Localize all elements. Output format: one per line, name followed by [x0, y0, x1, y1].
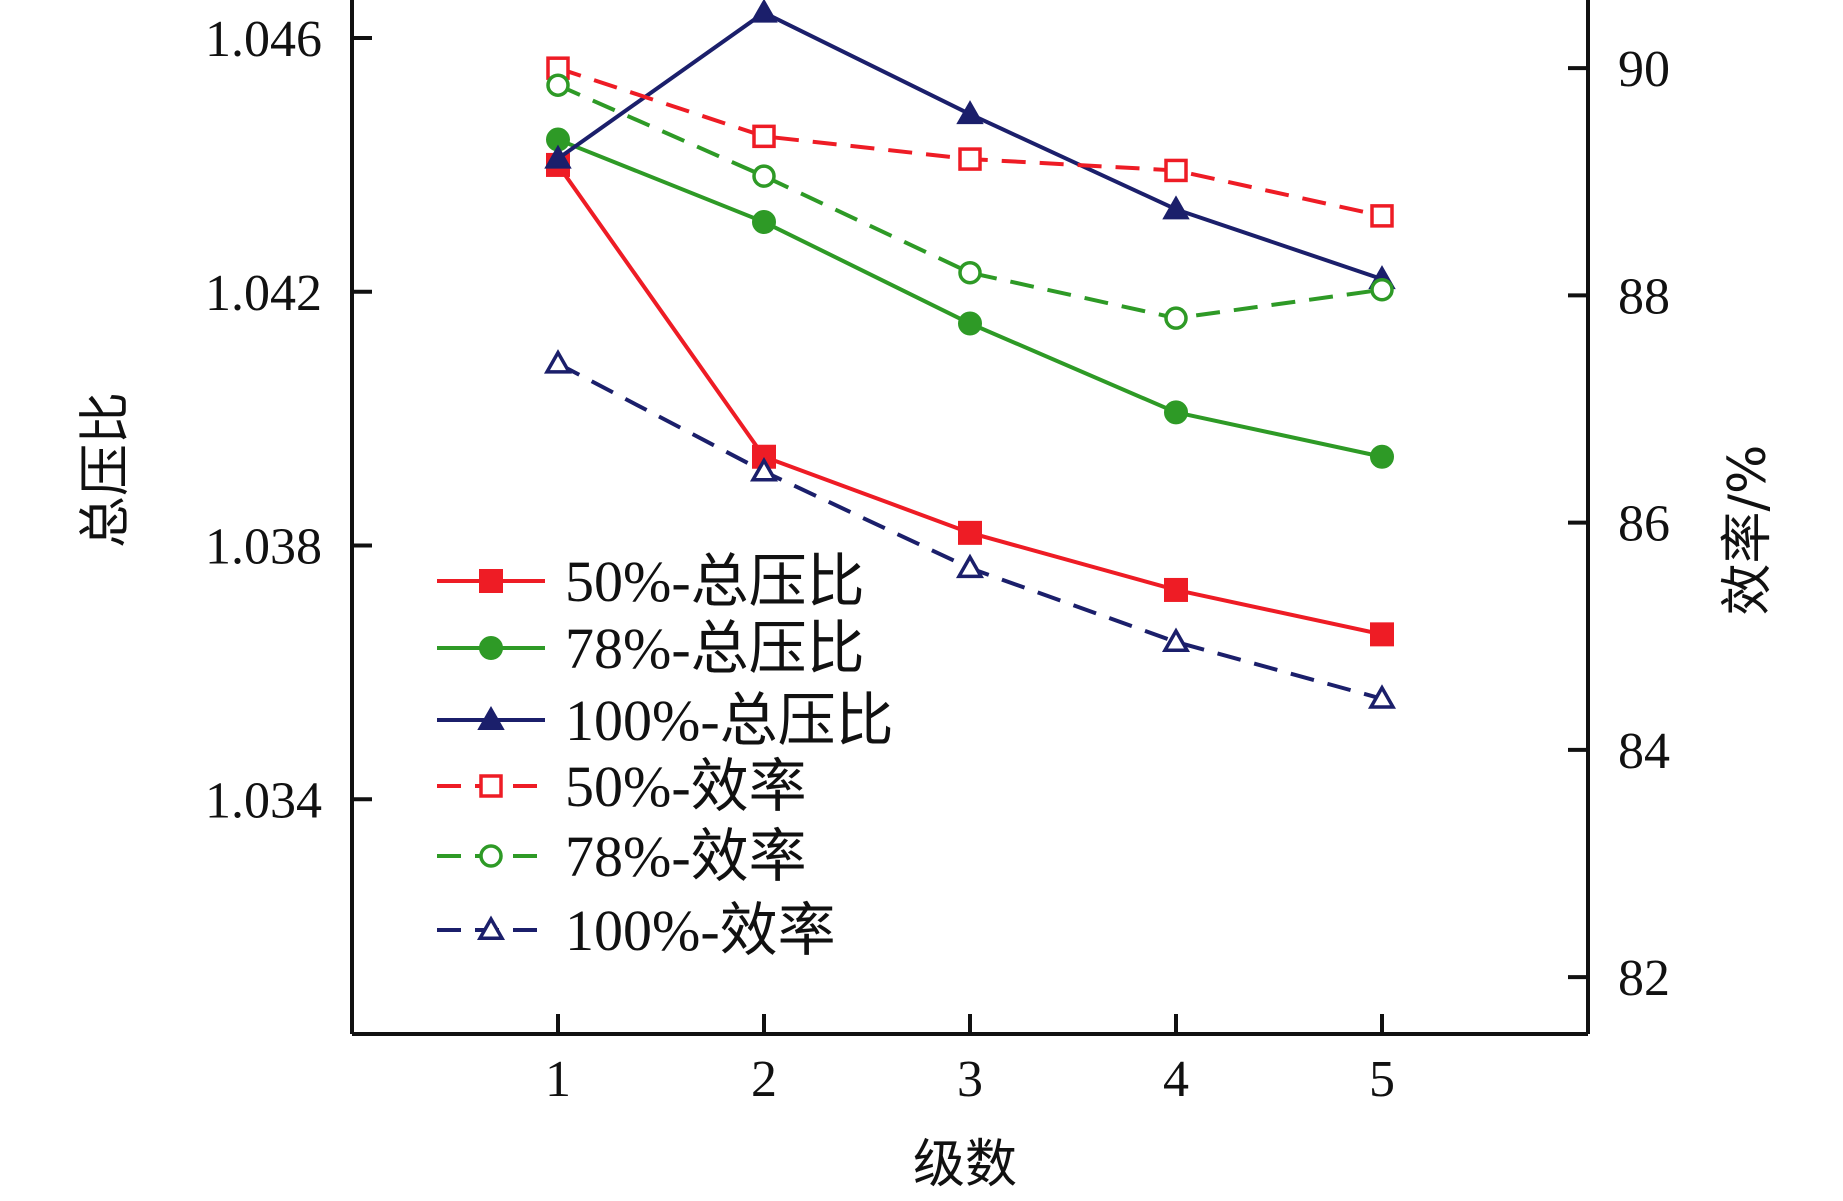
data-point [750, 0, 778, 23]
legend-swatch-marker [479, 636, 503, 660]
legend-label: 50%-效率 [565, 754, 807, 819]
series-4 [546, 73, 1394, 330]
left-y-axis-title: 总压比 [76, 392, 136, 548]
legend-swatch-marker [476, 915, 506, 940]
data-point [1164, 158, 1188, 183]
data-point [958, 147, 982, 171]
legend-item: 100%-效率 [437, 898, 836, 963]
data-point [1164, 400, 1188, 425]
x-axis: 1 2 3 4 5 [545, 1014, 1395, 1108]
data-point [544, 144, 572, 169]
legend-label: 100%-总压比 [565, 688, 894, 753]
right-y-tick-label: 84 [1618, 723, 1670, 780]
x-axis-title: 级数 [913, 1135, 1017, 1195]
series-1 [546, 127, 1394, 469]
data-point [1370, 622, 1394, 647]
series-3 [546, 56, 1394, 228]
data-point [1370, 277, 1394, 302]
data-point [1367, 684, 1397, 709]
legend-label: 78%-总压比 [565, 616, 865, 681]
legend-item: 100%-总压比 [437, 688, 894, 753]
series-layer [543, 0, 1397, 709]
left-y-tick-label: 1.042 [205, 265, 322, 322]
x-tick-label: 5 [1369, 1051, 1395, 1108]
data-point [1164, 306, 1188, 330]
x-tick-label: 3 [957, 1051, 983, 1108]
data-point [958, 260, 982, 285]
legend-label: 78%-效率 [565, 824, 807, 889]
legend-label: 50%-总压比 [565, 549, 865, 614]
legend-swatch-marker [479, 844, 503, 868]
data-point [958, 520, 982, 545]
legend-label: 100%-效率 [565, 898, 836, 963]
right-y-tick-label: 88 [1618, 268, 1670, 325]
right-y-tick-label: 86 [1618, 496, 1670, 553]
legend-swatch-marker [479, 569, 503, 593]
series-5 [543, 349, 1397, 709]
data-point [752, 124, 776, 149]
legend-swatch-marker [479, 774, 503, 798]
x-tick-label: 2 [751, 1051, 777, 1108]
series-line [557, 83, 1383, 321]
left-y-tick-label: 1.046 [205, 11, 322, 68]
legend-item: 50%-效率 [437, 754, 807, 819]
data-point [543, 349, 573, 374]
data-point [752, 210, 776, 235]
data-point [955, 553, 985, 579]
x-tick-label: 1 [545, 1051, 571, 1108]
left-y-axis: 1.034 1.038 1.042 1.046 [205, 11, 372, 829]
data-point [1370, 444, 1394, 469]
data-point [1370, 204, 1394, 228]
legend-swatch-marker [477, 705, 505, 730]
data-point [956, 100, 984, 125]
right-y-axis: 82 84 86 88 90 [1568, 41, 1670, 1007]
data-point [546, 73, 570, 97]
data-point [749, 457, 779, 482]
left-y-tick-label: 1.038 [205, 519, 322, 576]
legend-item: 50%-总压比 [437, 549, 865, 614]
data-point [752, 164, 776, 188]
data-point [1164, 577, 1188, 602]
right-y-axis-title: 效率/% [1718, 445, 1778, 616]
x-tick-label: 4 [1163, 1051, 1189, 1108]
right-y-tick-label: 82 [1618, 950, 1670, 1007]
legend-item: 78%-效率 [437, 824, 807, 889]
legend-item: 78%-总压比 [437, 616, 865, 681]
data-point [1161, 627, 1191, 652]
data-point [1162, 195, 1190, 220]
right-y-tick-label: 90 [1618, 41, 1670, 98]
data-point [958, 311, 982, 336]
left-y-tick-label: 1.034 [205, 772, 322, 829]
